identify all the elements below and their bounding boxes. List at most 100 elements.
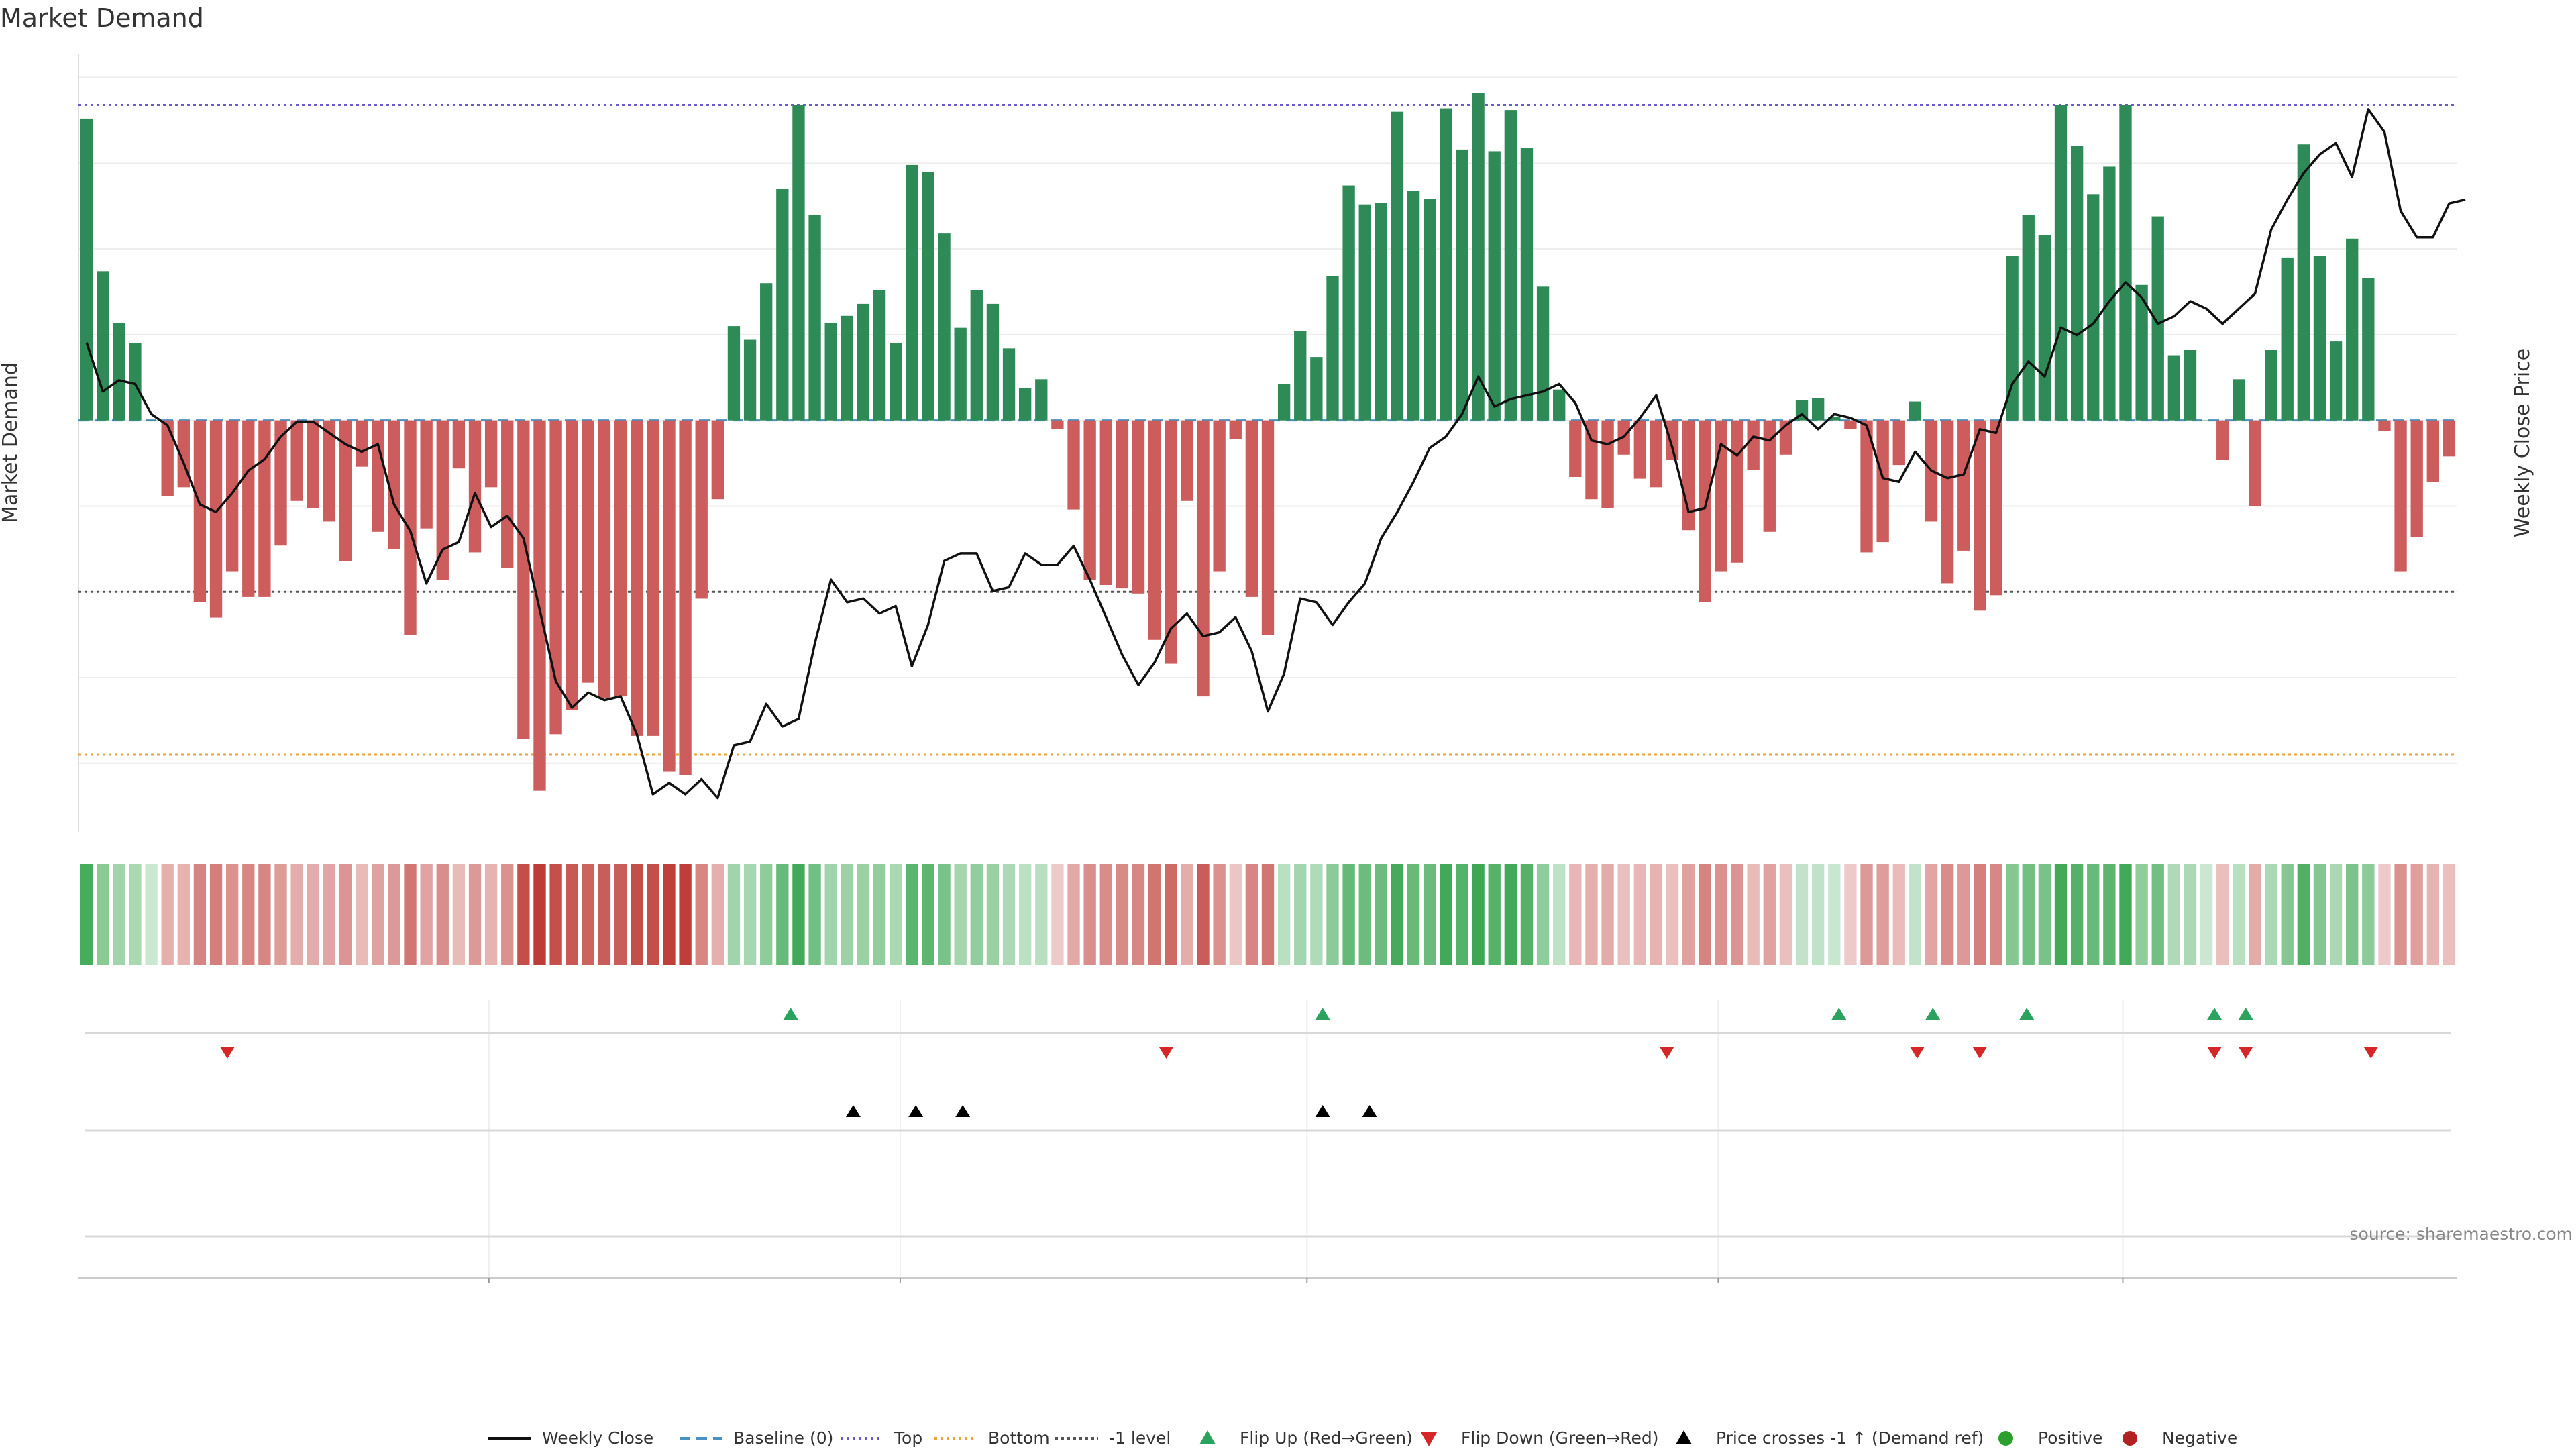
strip-cell bbox=[274, 864, 287, 965]
price-cross-marker bbox=[1315, 1105, 1330, 1117]
flip-down-marker bbox=[2238, 1046, 2253, 1059]
strip-cell bbox=[890, 864, 902, 965]
strip-cell bbox=[1585, 864, 1598, 965]
strip-cell bbox=[2184, 864, 2197, 965]
strip-cell bbox=[1682, 864, 1695, 965]
strip-cell bbox=[566, 864, 578, 965]
legend-swatch-circle bbox=[2123, 1431, 2137, 1446]
strip-cell bbox=[1213, 864, 1226, 965]
demand-bar bbox=[1277, 384, 1291, 421]
demand-bar bbox=[1553, 389, 1566, 421]
strip-cell bbox=[97, 864, 109, 965]
demand-bar bbox=[1715, 420, 1727, 572]
strip-cell bbox=[1536, 864, 1550, 965]
demand-bar bbox=[1067, 420, 1080, 510]
demand-bar bbox=[1763, 420, 1776, 532]
demand-bar bbox=[808, 215, 821, 421]
demand-bar bbox=[1682, 420, 1695, 531]
demand-bar bbox=[970, 290, 983, 421]
demand-bar bbox=[1472, 93, 1485, 421]
demand-bar bbox=[339, 420, 352, 561]
strip-cell bbox=[808, 864, 821, 965]
demand-bar bbox=[727, 326, 741, 421]
strip-cell bbox=[1569, 864, 1582, 965]
demand-bar bbox=[420, 420, 433, 529]
demand-bar bbox=[484, 420, 498, 488]
strip-cell bbox=[1601, 864, 1614, 965]
strip-cell bbox=[2006, 864, 2019, 965]
y-axis-label-left: Market Demand bbox=[0, 362, 22, 523]
strip-cell bbox=[2151, 864, 2164, 965]
strip-cell bbox=[2281, 864, 2294, 965]
strip-cell bbox=[2054, 864, 2068, 965]
strip-cell bbox=[209, 864, 223, 965]
strip-cell bbox=[1456, 864, 1468, 965]
legend-item: Top bbox=[841, 1428, 922, 1448]
demand-bar bbox=[1488, 151, 1501, 421]
strip-cell bbox=[2119, 864, 2132, 965]
demand-bar bbox=[1844, 420, 1857, 429]
demand-bar bbox=[776, 189, 789, 421]
strip-cell bbox=[1811, 864, 1825, 965]
strip-cell bbox=[1472, 864, 1485, 965]
strip-cell bbox=[1035, 864, 1048, 965]
demand-bar bbox=[2313, 256, 2326, 421]
demand-bar bbox=[2103, 166, 2116, 421]
flip-up-marker bbox=[783, 1008, 798, 1020]
demand-bar bbox=[873, 290, 886, 421]
strip-cell bbox=[2087, 864, 2100, 965]
demand-bar bbox=[2167, 355, 2181, 421]
flip-down-marker bbox=[2363, 1046, 2379, 1059]
demand-bar bbox=[1520, 148, 1534, 421]
demand-bar bbox=[1974, 420, 1986, 611]
strip-cell bbox=[1844, 864, 1857, 965]
demand-bar bbox=[372, 420, 384, 532]
legend-swatch-triangle-down bbox=[1421, 1432, 1437, 1446]
strip-cell bbox=[145, 864, 158, 965]
strip-cell bbox=[468, 864, 482, 965]
strip-cell bbox=[1828, 864, 1841, 965]
strip-cell bbox=[2410, 864, 2423, 965]
strip-cell bbox=[517, 864, 530, 965]
strip-cell bbox=[80, 864, 93, 965]
strip-cell bbox=[695, 864, 708, 965]
demand-bar bbox=[631, 420, 643, 736]
legend-swatch-triangle-up bbox=[1199, 1430, 1216, 1444]
strip-cell bbox=[388, 864, 400, 965]
legend-item: Flip Down (Green→Red) bbox=[1421, 1428, 1659, 1448]
strip-cell bbox=[1715, 864, 1727, 965]
demand-bar bbox=[1326, 276, 1339, 421]
legend-label: -1 level bbox=[1109, 1428, 1171, 1448]
strip-cell bbox=[727, 864, 741, 965]
strip-cell bbox=[161, 864, 174, 965]
price-cross-marker bbox=[955, 1105, 971, 1117]
strip-cell bbox=[1002, 864, 1016, 965]
demand-bar bbox=[2426, 420, 2439, 482]
demand-bar bbox=[1699, 420, 1711, 602]
demand-bar bbox=[2233, 379, 2245, 421]
demand-bar bbox=[1358, 204, 1371, 421]
strip-cell bbox=[1099, 864, 1112, 965]
demand-bar bbox=[824, 323, 837, 421]
flip-up-marker bbox=[2238, 1008, 2253, 1020]
price-cross-marker bbox=[908, 1105, 924, 1117]
demand-bar bbox=[1132, 420, 1145, 594]
demand-bar bbox=[1909, 401, 1922, 421]
strip-cell bbox=[1116, 864, 1129, 965]
demand-bar bbox=[1957, 420, 1970, 551]
demand-bar bbox=[2410, 420, 2423, 537]
demand-bar bbox=[274, 420, 287, 546]
demand-bar bbox=[2297, 144, 2310, 421]
strip-cell bbox=[1310, 864, 1323, 965]
strip-cell bbox=[2362, 864, 2375, 965]
y-axis-label-right: Weekly Close Price bbox=[2511, 348, 2534, 537]
strip-cell bbox=[307, 864, 319, 965]
legend-label: Baseline (0) bbox=[733, 1428, 833, 1448]
strip-cell bbox=[663, 864, 676, 965]
strip-cell bbox=[1165, 864, 1177, 965]
strip-cell bbox=[1067, 864, 1080, 965]
legend-item: Weekly Close bbox=[488, 1428, 653, 1448]
demand-bar bbox=[2378, 420, 2391, 431]
demand-bar bbox=[679, 420, 692, 775]
demand-bar bbox=[1245, 420, 1258, 597]
